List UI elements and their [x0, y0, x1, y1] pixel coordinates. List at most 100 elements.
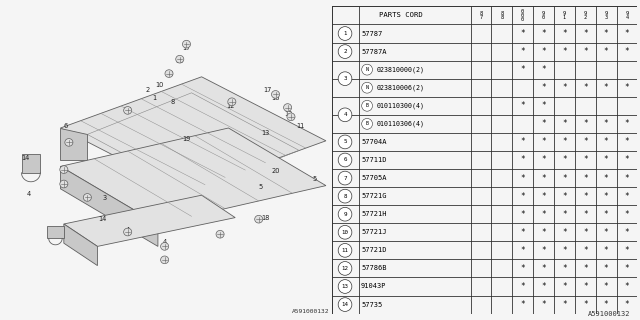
Text: *: *: [520, 101, 525, 110]
Circle shape: [338, 153, 352, 167]
Text: *: *: [583, 264, 588, 273]
Text: *: *: [604, 246, 609, 255]
Text: *: *: [562, 156, 567, 164]
Text: 2: 2: [146, 87, 150, 92]
Text: *: *: [583, 192, 588, 201]
Text: 14: 14: [21, 156, 29, 161]
Text: 57786B: 57786B: [361, 265, 387, 271]
Circle shape: [182, 40, 191, 48]
Circle shape: [338, 280, 352, 293]
Text: *: *: [541, 300, 546, 309]
Text: 8: 8: [343, 194, 347, 199]
Text: *: *: [625, 83, 629, 92]
Text: *: *: [583, 156, 588, 164]
Text: *: *: [520, 264, 525, 273]
Text: 8: 8: [171, 100, 175, 105]
Text: 14: 14: [342, 302, 349, 307]
Text: *: *: [520, 228, 525, 237]
Polygon shape: [60, 128, 326, 224]
Text: *: *: [541, 83, 546, 92]
Circle shape: [362, 100, 372, 111]
Text: *: *: [604, 192, 609, 201]
Text: *: *: [583, 119, 588, 128]
Text: *: *: [562, 137, 567, 147]
Text: 12: 12: [226, 103, 234, 108]
Text: *: *: [625, 192, 629, 201]
Text: *: *: [583, 282, 588, 291]
Text: *: *: [625, 47, 629, 56]
Text: 4: 4: [61, 167, 66, 172]
Polygon shape: [60, 166, 158, 246]
Text: 11: 11: [296, 124, 305, 129]
Text: 19: 19: [182, 136, 191, 142]
Circle shape: [124, 107, 132, 114]
Text: *: *: [604, 119, 609, 128]
Text: *: *: [604, 83, 609, 92]
Text: *: *: [520, 47, 525, 56]
Text: 11: 11: [342, 248, 349, 253]
Text: *: *: [562, 29, 567, 38]
Text: 57721G: 57721G: [361, 193, 387, 199]
Circle shape: [338, 298, 352, 311]
Text: 12: 12: [285, 111, 293, 116]
Circle shape: [60, 166, 68, 173]
Text: *: *: [583, 300, 588, 309]
Text: *: *: [541, 228, 546, 237]
Text: A591000132: A591000132: [292, 308, 329, 314]
Circle shape: [161, 243, 169, 250]
Text: *: *: [520, 137, 525, 147]
Circle shape: [338, 135, 352, 149]
Text: *: *: [541, 156, 546, 164]
Circle shape: [362, 82, 372, 93]
Circle shape: [228, 98, 236, 106]
Text: 4: 4: [125, 228, 130, 233]
Text: 3: 3: [102, 196, 106, 201]
Text: *: *: [562, 300, 567, 309]
Text: *: *: [541, 192, 546, 201]
Text: *: *: [562, 47, 567, 56]
Text: 57711D: 57711D: [361, 157, 387, 163]
Text: 57721D: 57721D: [361, 247, 387, 253]
Circle shape: [338, 244, 352, 257]
Text: 3: 3: [343, 76, 347, 81]
Text: *: *: [625, 173, 629, 183]
Text: 17: 17: [263, 87, 271, 92]
Text: 8
7: 8 7: [479, 11, 483, 20]
Text: 12: 12: [166, 71, 174, 76]
Circle shape: [165, 70, 173, 77]
Circle shape: [271, 91, 280, 98]
Text: *: *: [583, 210, 588, 219]
Text: *: *: [583, 137, 588, 147]
Text: 7: 7: [343, 176, 347, 180]
Circle shape: [161, 256, 169, 264]
Text: *: *: [520, 65, 525, 74]
Polygon shape: [64, 224, 97, 266]
Text: *: *: [604, 173, 609, 183]
Text: *: *: [562, 210, 567, 219]
Text: N: N: [365, 85, 369, 90]
Text: *: *: [583, 83, 588, 92]
Text: *: *: [520, 246, 525, 255]
Text: *: *: [625, 228, 629, 237]
Text: *: *: [583, 29, 588, 38]
Text: A591000132: A591000132: [588, 311, 630, 317]
Text: 8
8: 8 8: [500, 11, 504, 20]
Text: 5: 5: [343, 140, 347, 144]
Text: *: *: [604, 264, 609, 273]
Text: 57704A: 57704A: [361, 139, 387, 145]
Circle shape: [83, 194, 92, 201]
Text: 1: 1: [152, 95, 157, 100]
Text: *: *: [541, 173, 546, 183]
Text: 13: 13: [342, 284, 349, 289]
Text: *: *: [604, 210, 609, 219]
Text: *: *: [541, 47, 546, 56]
Text: *: *: [625, 156, 629, 164]
Circle shape: [338, 261, 352, 275]
Circle shape: [65, 139, 73, 146]
Text: 1: 1: [343, 31, 347, 36]
Text: *: *: [583, 228, 588, 237]
Text: *: *: [562, 192, 567, 201]
Text: 5: 5: [259, 184, 262, 190]
Text: 10: 10: [156, 82, 164, 88]
Circle shape: [124, 228, 132, 236]
